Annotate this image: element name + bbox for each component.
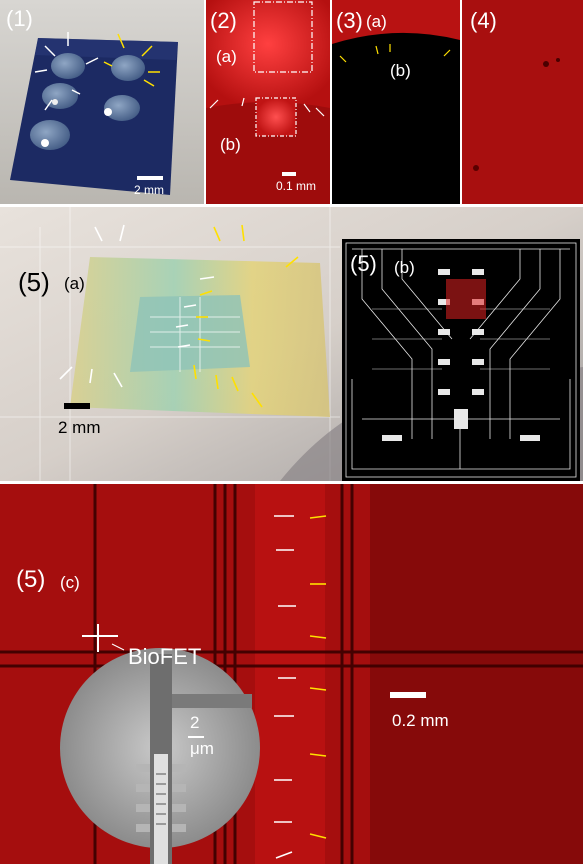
panel-4: (4) — [462, 0, 583, 204]
biofet-label: BioFET — [128, 644, 202, 669]
scale-label: 0.1 mm — [276, 179, 317, 193]
inset-scale-bar — [188, 736, 204, 738]
panel-label: (5) — [16, 566, 46, 593]
panel-5a: (5) (a) 2 mm — [0, 207, 583, 481]
panel-5c: (5) (c) BioFET 0.2 mm 2 μm — [0, 484, 583, 864]
panel-label: (1) — [6, 6, 33, 31]
white-arrows — [59, 224, 215, 388]
inset-scale-value: 2 — [190, 713, 200, 732]
scale-label: 0.2 mm — [392, 711, 449, 730]
sub-label: (b) — [394, 258, 415, 277]
sub-label-b: (b) — [220, 135, 241, 154]
scale-bar — [137, 176, 163, 180]
scale-bar — [282, 172, 296, 176]
sub-label-b: (b) — [390, 61, 411, 80]
sub-label-a: (a) — [216, 47, 237, 66]
panel-5b-layout: (5) (b) — [342, 239, 580, 481]
panel-1: (1) 2 mm — [0, 0, 204, 204]
droplet — [30, 120, 70, 150]
panel-label: (4) — [470, 8, 497, 33]
fluorescence-image — [332, 0, 460, 63]
highlight-region — [446, 279, 486, 319]
droplet — [111, 55, 145, 81]
panel-3: (3) (a) (b) — [332, 0, 460, 204]
scale-bar — [64, 403, 90, 409]
fluorescence-image — [0, 484, 583, 864]
scale-label: 2 mm — [58, 418, 101, 437]
sub-label: (c) — [60, 573, 80, 592]
scale-bar — [390, 692, 426, 698]
panel-label: (5) — [18, 267, 50, 297]
droplet — [104, 95, 140, 121]
white-arrows — [274, 515, 296, 859]
white-arrows — [34, 32, 99, 111]
sub-label-a: (a) — [366, 12, 387, 31]
yellow-arrows — [193, 224, 299, 408]
chip-photo — [0, 0, 204, 204]
panel-2: (2) (a) (b) 0.1 mm — [206, 0, 330, 204]
yellow-arrows — [309, 515, 327, 839]
droplet — [42, 83, 78, 109]
sem-structure — [136, 654, 252, 864]
panel-label: (2) — [210, 8, 237, 33]
scale-label: 2 mm — [134, 183, 164, 197]
yellow-arrows — [103, 33, 160, 87]
panel-label: (3) — [336, 8, 363, 33]
fluorescence-image — [206, 0, 330, 204]
fluorescence-image — [462, 0, 583, 204]
circuit-layout — [345, 242, 577, 478]
droplet — [51, 53, 85, 79]
crosshair — [82, 624, 118, 652]
sub-label: (a) — [64, 274, 85, 293]
inset-scale-unit: μm — [190, 739, 214, 758]
chip-body — [10, 38, 178, 195]
panel-label: (5) — [350, 251, 377, 276]
